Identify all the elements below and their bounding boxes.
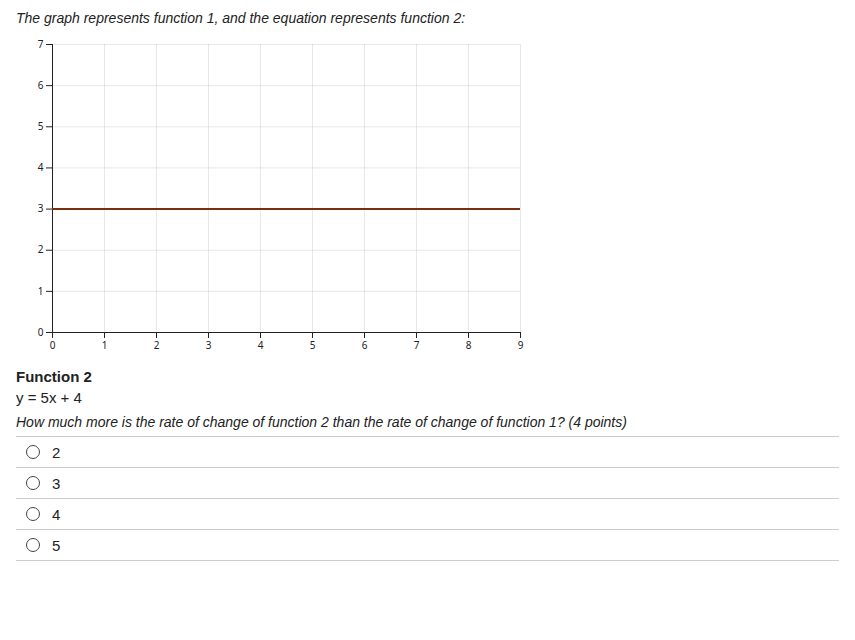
- html-text:2: 2: [52, 443, 61, 461]
- html-text:The graph represents function: The graph represents function 1, and the…: [16, 10, 466, 26]
- svg-text:3: 3: [38, 201, 44, 215]
- html-text:5: 5: [52, 536, 61, 554]
- svg-text:9: 9: [518, 338, 524, 352]
- svg-text:0: 0: [38, 325, 44, 339]
- svg-text:0: 0: [50, 338, 56, 352]
- svg-text:8: 8: [466, 338, 472, 352]
- svg-text:1: 1: [102, 338, 108, 352]
- html-text:How much more is the rate of c: How much more is the rate of change of f…: [16, 414, 627, 430]
- svg-text:2: 2: [38, 242, 44, 256]
- svg-text:5: 5: [310, 338, 316, 352]
- html-text:3: 3: [52, 474, 61, 492]
- svg-text:2: 2: [154, 338, 160, 352]
- html-text:y = 5x + 4: y = 5x + 4: [16, 389, 82, 406]
- svg-text:5: 5: [38, 119, 44, 133]
- svg-text:6: 6: [38, 78, 44, 92]
- svg-text:6: 6: [362, 338, 368, 352]
- svg-text:3: 3: [206, 338, 212, 352]
- svg-text:7: 7: [414, 338, 420, 352]
- html-text:4: 4: [52, 505, 61, 523]
- svg-text:4: 4: [38, 160, 44, 174]
- svg-text:7: 7: [38, 37, 44, 51]
- svg-text:1: 1: [38, 284, 44, 298]
- svg-text:4: 4: [258, 338, 264, 352]
- html-text:Function 2: Function 2: [16, 368, 92, 385]
